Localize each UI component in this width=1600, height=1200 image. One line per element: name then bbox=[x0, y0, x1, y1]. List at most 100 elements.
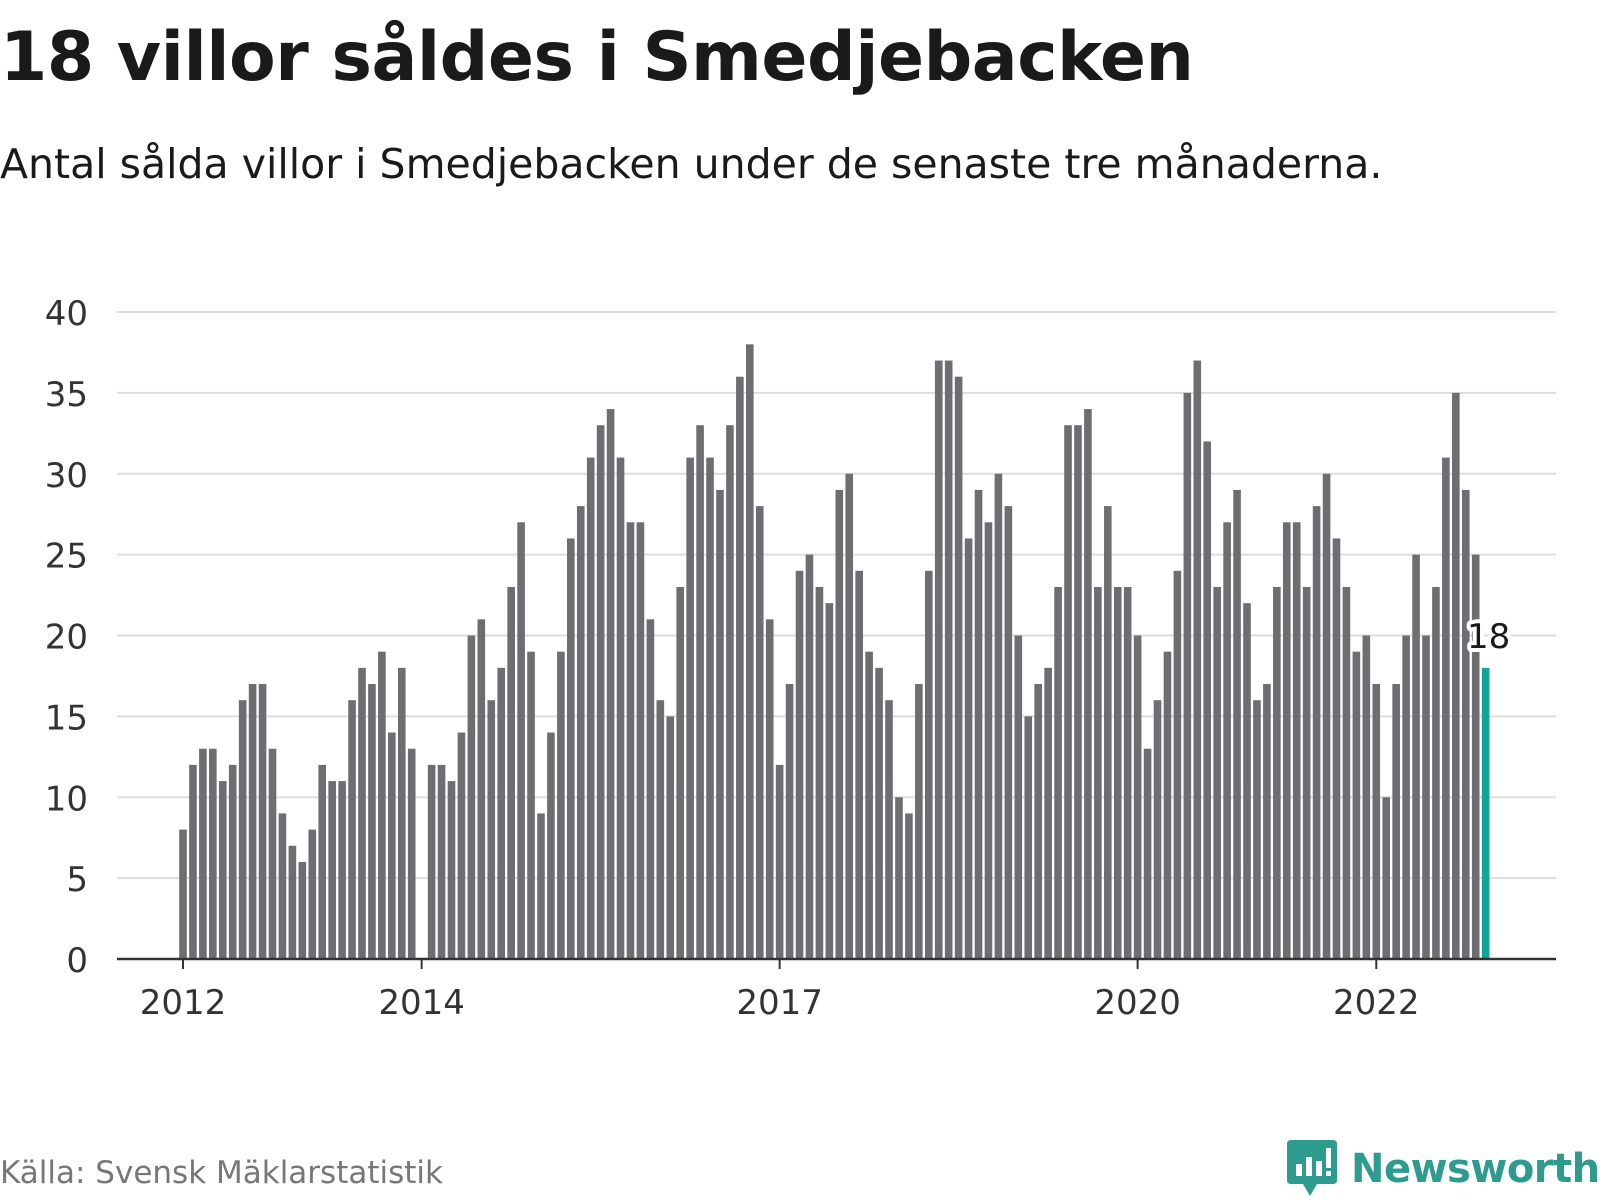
bar bbox=[358, 667, 366, 959]
bar bbox=[875, 667, 883, 959]
bar bbox=[954, 376, 963, 959]
bar bbox=[755, 506, 764, 959]
bar bbox=[994, 473, 1003, 959]
bar bbox=[1153, 700, 1162, 959]
bar bbox=[298, 861, 307, 959]
bar bbox=[258, 684, 267, 959]
bar bbox=[318, 764, 327, 959]
bar bbox=[666, 716, 675, 959]
bar bbox=[1074, 425, 1082, 960]
bar bbox=[248, 684, 257, 959]
source-note: Källa: Svensk Mäklarstatistik bbox=[0, 1155, 443, 1191]
bar bbox=[1044, 667, 1052, 959]
bar bbox=[378, 651, 386, 959]
bar bbox=[825, 603, 834, 959]
brand-logo[interactable]: Newsworthy bbox=[1287, 1140, 1600, 1198]
bar bbox=[547, 732, 555, 959]
bar bbox=[1084, 409, 1092, 959]
bar bbox=[199, 748, 207, 959]
bar bbox=[686, 457, 694, 959]
x-tick-label: 2012 bbox=[140, 983, 227, 1023]
bar bbox=[895, 797, 903, 959]
bar bbox=[616, 457, 625, 959]
bar bbox=[447, 781, 456, 959]
bar bbox=[845, 473, 854, 959]
bar bbox=[1213, 586, 1221, 959]
bar bbox=[885, 700, 893, 959]
bar bbox=[775, 764, 784, 959]
x-tick-label: 2022 bbox=[1333, 983, 1420, 1023]
bar bbox=[1183, 392, 1192, 959]
bar bbox=[487, 700, 496, 959]
y-tick-label: 35 bbox=[45, 375, 88, 415]
bar bbox=[388, 732, 396, 959]
bar bbox=[1312, 506, 1321, 959]
bar bbox=[437, 764, 446, 959]
bar bbox=[934, 360, 943, 959]
bar bbox=[596, 425, 605, 960]
x-tick-label: 2014 bbox=[378, 983, 465, 1023]
bar bbox=[1004, 506, 1013, 959]
brand-name: Newsworthy bbox=[1351, 1146, 1600, 1192]
bar bbox=[1292, 522, 1301, 959]
bar bbox=[984, 522, 993, 959]
bar bbox=[1223, 522, 1231, 959]
y-tick-label: 20 bbox=[45, 618, 88, 658]
bar bbox=[1432, 586, 1440, 959]
bar bbox=[1243, 603, 1251, 959]
bar bbox=[1362, 635, 1371, 959]
y-tick-label: 25 bbox=[45, 537, 88, 577]
bar bbox=[805, 554, 814, 959]
bar bbox=[278, 813, 287, 959]
bar bbox=[1322, 473, 1331, 959]
bar bbox=[606, 409, 615, 959]
bar bbox=[1253, 700, 1261, 959]
bar bbox=[517, 522, 525, 959]
bar bbox=[726, 425, 734, 960]
bar bbox=[209, 748, 217, 959]
y-tick-label: 10 bbox=[45, 779, 88, 819]
bar bbox=[1193, 360, 1202, 959]
bar bbox=[835, 489, 844, 959]
bar bbox=[189, 764, 197, 959]
bar-chart: 0 5 10 15 20 25 30 35 40 2012 2014 2017 2020 2022 18 bbox=[45, 294, 1556, 1023]
bar bbox=[368, 684, 376, 959]
x-tick-label: 2020 bbox=[1094, 983, 1181, 1023]
y-tick-label: 5 bbox=[66, 860, 88, 900]
bar bbox=[497, 667, 506, 959]
bar bbox=[855, 570, 863, 959]
bar bbox=[1442, 457, 1450, 959]
y-tick-label: 15 bbox=[45, 698, 88, 738]
bar bbox=[1024, 716, 1033, 959]
bar bbox=[467, 635, 476, 959]
bar bbox=[1402, 635, 1410, 959]
bar bbox=[427, 764, 436, 959]
bar bbox=[1302, 586, 1311, 959]
bar bbox=[1094, 586, 1102, 959]
bar bbox=[1054, 586, 1062, 959]
y-tick-label: 0 bbox=[66, 941, 88, 981]
bar bbox=[1014, 635, 1023, 959]
bar bbox=[696, 425, 704, 960]
bar bbox=[626, 522, 635, 959]
bar bbox=[1173, 570, 1182, 959]
bar bbox=[1461, 489, 1470, 959]
y-tick-label: 40 bbox=[45, 294, 88, 334]
bar bbox=[1123, 586, 1132, 959]
bar bbox=[1143, 748, 1152, 959]
bar bbox=[905, 813, 913, 959]
bar bbox=[228, 764, 237, 959]
bar bbox=[1263, 684, 1271, 959]
bar bbox=[765, 619, 774, 959]
bar bbox=[865, 651, 873, 959]
bar bbox=[1282, 522, 1291, 959]
bar bbox=[1034, 684, 1042, 959]
bar bbox=[348, 700, 356, 959]
bar bbox=[1422, 635, 1430, 959]
bar bbox=[944, 360, 953, 959]
bar bbox=[1471, 554, 1480, 959]
bar bbox=[1133, 635, 1142, 959]
bar bbox=[925, 570, 933, 959]
bar bbox=[1452, 392, 1460, 959]
bar bbox=[179, 829, 187, 959]
